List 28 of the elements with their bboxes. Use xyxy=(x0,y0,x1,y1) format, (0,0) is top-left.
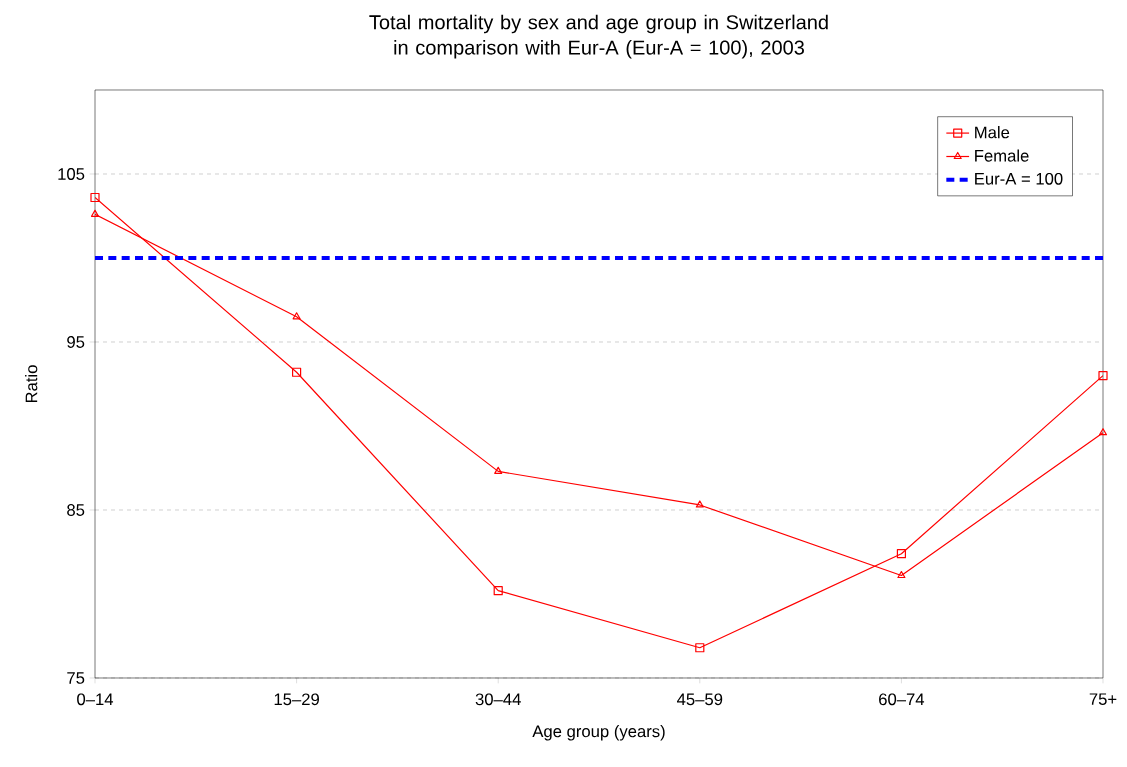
point xyxy=(90,192,100,203)
y-axis-title: Ratio xyxy=(25,365,38,403)
x-tick-label: 60–74 xyxy=(879,693,925,706)
legend-label: Male xyxy=(975,126,1010,139)
y-tick-label: 85 xyxy=(67,504,85,516)
legend-label: Female xyxy=(975,149,1029,162)
x-tick-label: 15–29 xyxy=(274,693,319,706)
point xyxy=(897,570,906,579)
point xyxy=(695,643,705,653)
y-tick-label: 75 xyxy=(67,672,85,684)
point xyxy=(292,367,302,377)
x-tick-label: 75+ xyxy=(1089,693,1117,706)
y-tick-label: 105 xyxy=(58,168,85,180)
chart-title: Total mortality by sex and age group in Switzerland in comparison with Eur-A (Eur-A = 100), 2003 xyxy=(369,14,828,59)
x-axis-title: Age group (years) xyxy=(532,724,665,741)
x-tick-label: 0–14 xyxy=(77,693,114,706)
y-tick-label: 95 xyxy=(67,336,85,348)
point xyxy=(896,549,907,559)
point xyxy=(292,312,301,320)
x-tick-label: 30–44 xyxy=(475,693,521,706)
point xyxy=(494,466,503,474)
point xyxy=(695,500,704,508)
legend-label: Eur-A = 100 xyxy=(975,172,1063,185)
point xyxy=(1098,371,1108,381)
x-tick-label: 45–59 xyxy=(677,693,723,706)
point xyxy=(1098,428,1108,436)
point xyxy=(493,586,503,596)
point xyxy=(90,209,100,217)
